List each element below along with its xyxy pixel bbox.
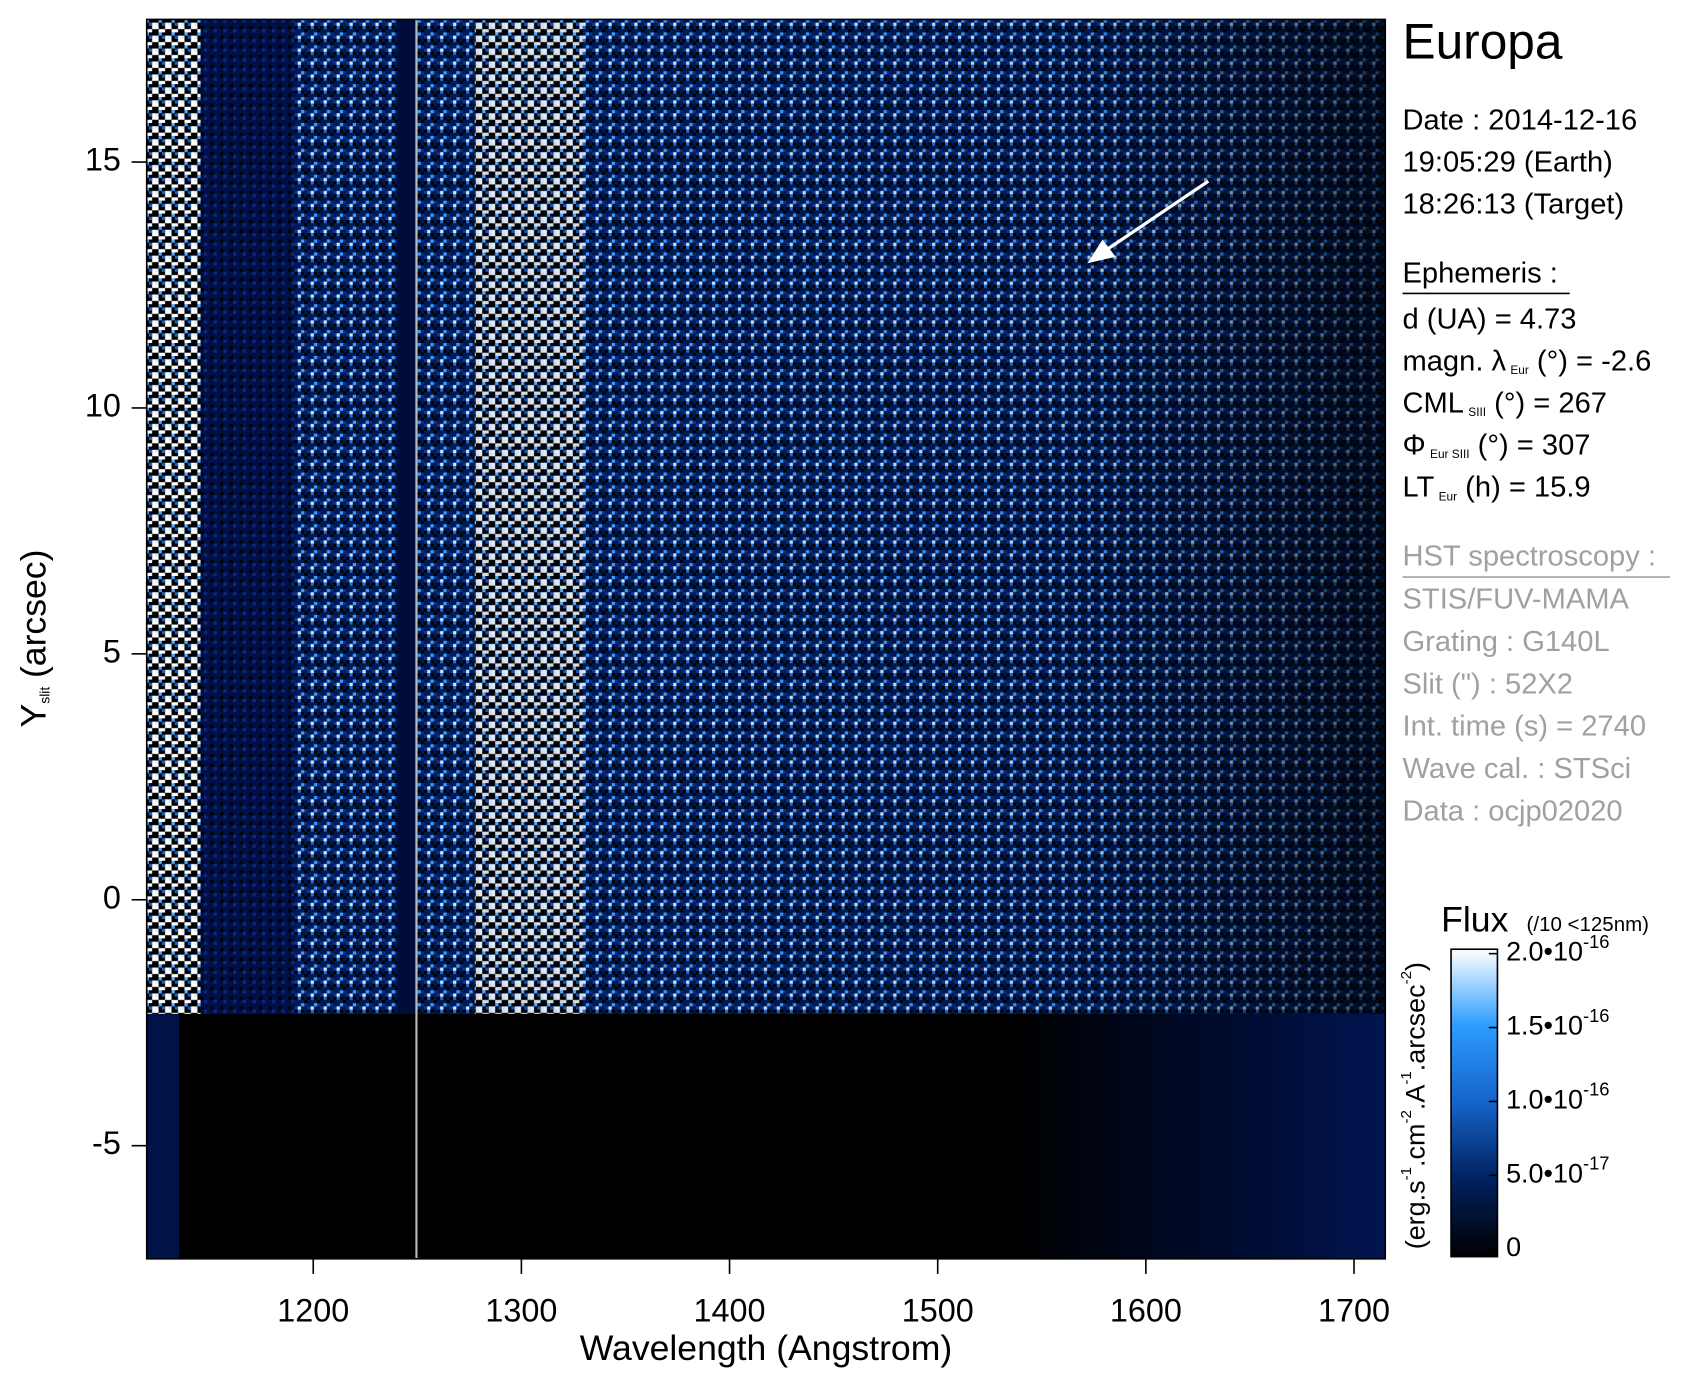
y-tick-label: 0 bbox=[103, 879, 121, 915]
colorbar-tick-exponent: -16 bbox=[1583, 931, 1610, 952]
ephemeris-line: magn. λ Eur (°) = -2.6 bbox=[1403, 345, 1652, 377]
colorbar-tick-label: 1.0•10-16 bbox=[1506, 1079, 1609, 1115]
x-axis-label: Wavelength (Angstrom) bbox=[580, 1328, 952, 1368]
unit-sup: -1 bbox=[1398, 1071, 1415, 1084]
x-tick-label: 1400 bbox=[694, 1292, 766, 1328]
ephemeris-sub: SIII bbox=[1468, 405, 1486, 419]
colorbar-tick-exponent: -16 bbox=[1583, 1005, 1610, 1026]
colorbar-title: Flux bbox=[1441, 900, 1508, 940]
ephemeris-text: LT bbox=[1403, 471, 1435, 503]
colorbar-tick-label: 5.0•10-17 bbox=[1506, 1152, 1609, 1188]
unit-text: .arcsec bbox=[1401, 984, 1431, 1071]
x-tick-label: 1700 bbox=[1318, 1292, 1390, 1328]
ephemeris-text: (°) = 267 bbox=[1486, 387, 1607, 419]
ephemeris-text: (°) = 307 bbox=[1470, 429, 1591, 461]
colorbar-tick-mantissa: 2.0•10 bbox=[1506, 937, 1583, 967]
colorbar-note: (/10 <125nm) bbox=[1527, 913, 1649, 936]
unit-text: .A bbox=[1401, 1085, 1431, 1110]
y-tick-label: -5 bbox=[92, 1125, 121, 1161]
y-axis-label-sub: slit bbox=[36, 687, 52, 704]
colorbar-tick-mantissa: 1.5•10 bbox=[1506, 1011, 1583, 1041]
colorbar-tick-exponent: -16 bbox=[1583, 1079, 1610, 1100]
hst-line: STIS/FUV-MAMA bbox=[1403, 584, 1630, 616]
ephemeris-line: CML SIII (°) = 267 bbox=[1403, 387, 1607, 419]
ephemeris-heading: Ephemeris : bbox=[1403, 258, 1558, 290]
y-tick-label: 10 bbox=[85, 388, 121, 424]
ephemeris-text: CML bbox=[1403, 387, 1464, 419]
date-line: Date : 2014-12-16 bbox=[1403, 105, 1638, 137]
colorbar-tick-label: 0 bbox=[1506, 1232, 1521, 1262]
unit-sup: -2 bbox=[1398, 1110, 1415, 1123]
ephemeris-line: Φ Eur SIII (°) = 307 bbox=[1403, 429, 1591, 461]
colorbar-tick-mantissa: 1.0•10 bbox=[1506, 1085, 1583, 1115]
hst-heading: HST spectroscopy : bbox=[1403, 540, 1656, 572]
colorbar-unit: (erg.s-1.cm-2.A-1.arcsec-2) bbox=[1398, 962, 1431, 1249]
y-tick-label: 5 bbox=[103, 633, 121, 669]
colorbar-tick-exponent: -17 bbox=[1583, 1152, 1610, 1173]
hst-line: Data : ocjp02020 bbox=[1403, 795, 1623, 827]
ephemeris-sub: Eur bbox=[1510, 363, 1529, 377]
y-axis-label: Yslit (arcsec) bbox=[14, 550, 54, 728]
ephemeris-text: Φ bbox=[1403, 429, 1426, 461]
ephemeris-sub: Eur SIII bbox=[1430, 447, 1470, 461]
hst-line: Slit (") : 52X2 bbox=[1403, 668, 1574, 700]
ephemeris-text: d (UA) = 4.73 bbox=[1403, 303, 1577, 335]
ephemeris-sub: Eur bbox=[1439, 489, 1458, 503]
unit-sup: -2 bbox=[1398, 971, 1415, 984]
hst-line: Int. time (s) = 2740 bbox=[1403, 711, 1647, 743]
x-tick-label: 1300 bbox=[485, 1292, 557, 1328]
y-tick-label: 15 bbox=[85, 142, 121, 178]
date-line: 19:05:29 (Earth) bbox=[1403, 147, 1613, 179]
ephemeris-text: (h) = 15.9 bbox=[1457, 471, 1591, 503]
ephemeris-line: LT Eur (h) = 15.9 bbox=[1403, 471, 1591, 503]
y-axis-label-main: Y bbox=[14, 704, 54, 728]
panel-title: Europa bbox=[1403, 13, 1563, 69]
info-panel: Europa Date : 2014-12-16 19:05:29 (Earth) 1… bbox=[1402, 13, 1671, 827]
x-tick-label: 1500 bbox=[902, 1292, 974, 1328]
plot-frame bbox=[145, 18, 1387, 1260]
colorbar-tick-mantissa: 0 bbox=[1506, 1232, 1521, 1262]
colorbar-tick-mantissa: 5.0•10 bbox=[1506, 1158, 1583, 1188]
unit-sup: -1 bbox=[1398, 1167, 1415, 1180]
spectrum-image bbox=[146, 19, 1386, 1259]
ephemeris-text: magn. λ bbox=[1403, 345, 1507, 377]
unit-text: (erg.s bbox=[1401, 1180, 1431, 1249]
ephemeris-line: d (UA) = 4.73 bbox=[1403, 303, 1577, 335]
date-line: 18:26:13 (Target) bbox=[1403, 189, 1625, 221]
unit-text: ) bbox=[1401, 962, 1431, 971]
ephemeris-text: (°) = -2.6 bbox=[1529, 345, 1651, 377]
unit-text: .cm bbox=[1401, 1124, 1431, 1167]
hst-line: Grating : G140L bbox=[1403, 626, 1610, 658]
y-axis-label-rest: (arcsec) bbox=[14, 550, 54, 678]
colorbar-tick-label: 2.0•10-16 bbox=[1506, 931, 1609, 967]
colorbar-tick-label: 1.5•10-16 bbox=[1506, 1005, 1609, 1041]
x-tick-label: 1600 bbox=[1110, 1292, 1182, 1328]
colorbar bbox=[1450, 948, 1499, 1258]
hst-line: Wave cal. : STSci bbox=[1403, 753, 1632, 785]
x-tick-label: 1200 bbox=[277, 1292, 349, 1328]
